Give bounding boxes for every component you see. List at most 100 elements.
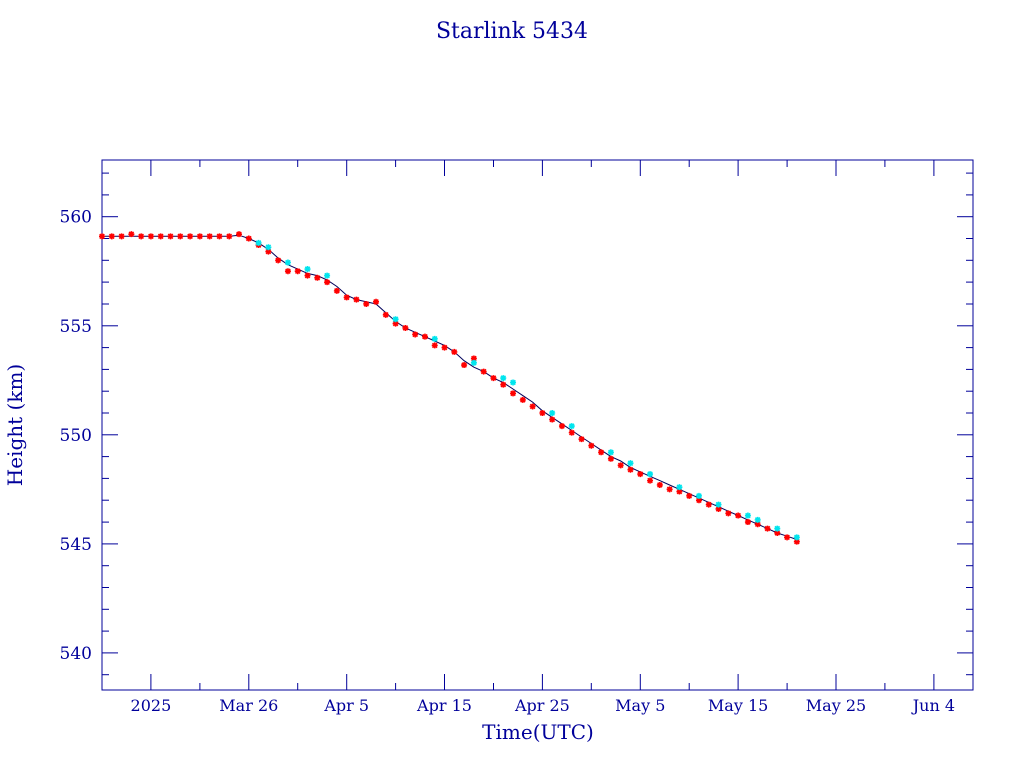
data-point-red (793, 538, 800, 545)
data-point-red (402, 324, 409, 331)
data-point-red (637, 471, 644, 478)
y-tick-label: 560 (60, 208, 92, 228)
data-point-red (578, 436, 585, 443)
data-point-cyan (695, 492, 702, 499)
data-point-red (187, 233, 194, 240)
data-point-red (735, 512, 742, 519)
data-point-red (324, 279, 331, 286)
data-point-red (451, 348, 458, 355)
data-point-red (764, 525, 771, 532)
x-axis-label: Time(UTC) (482, 720, 594, 744)
data-point-red (461, 362, 468, 369)
data-point-cyan (510, 379, 517, 386)
data-point-red (314, 274, 321, 281)
data-point-cyan (627, 460, 634, 467)
x-tick-label: Apr 25 (514, 696, 570, 715)
data-point-red (245, 235, 252, 242)
data-point-cyan (793, 534, 800, 541)
data-point-red (480, 368, 487, 375)
data-point-cyan (470, 359, 477, 366)
x-axis-tick-labels: 2025 Mar 26 Apr 5 Apr 15 Apr 25 May 5 May 15 Ma… (131, 696, 956, 715)
data-point-cyan (284, 259, 291, 266)
data-point-cyan (549, 410, 556, 417)
data-point-red (666, 486, 673, 493)
data-point-red (627, 466, 634, 473)
data-point-red (353, 296, 360, 303)
data-point-red (441, 344, 448, 351)
data-point-red (421, 333, 428, 340)
data-point-red (138, 233, 145, 240)
y-axis-ticks (102, 172, 973, 676)
data-point-red (647, 477, 654, 484)
data-point-red (686, 492, 693, 499)
data-points (99, 231, 800, 545)
data-point-red (617, 462, 624, 469)
data-point-red (363, 300, 370, 307)
data-point-red (373, 298, 380, 305)
data-point-red (470, 355, 477, 362)
x-tick-label: Apr 5 (323, 696, 369, 715)
data-point-red (431, 342, 438, 349)
data-point-red (294, 268, 301, 275)
data-point-red (549, 416, 556, 423)
data-point-red (284, 268, 291, 275)
y-tick-label: 540 (60, 644, 92, 664)
data-point-red (333, 287, 340, 294)
data-point-red (343, 294, 350, 301)
data-point-red (510, 390, 517, 397)
y-tick-label: 555 (60, 317, 92, 337)
data-point-red (558, 423, 565, 430)
data-point-red (196, 233, 203, 240)
data-point-red (529, 403, 536, 410)
data-point-cyan (744, 512, 751, 519)
data-point-cyan (431, 335, 438, 342)
data-point-red (412, 331, 419, 338)
data-point-red (519, 396, 526, 403)
series-trend-line (102, 234, 797, 540)
data-point-red (490, 375, 497, 382)
data-point-red (656, 481, 663, 488)
data-point-cyan (676, 484, 683, 491)
chart-title: Starlink 5434 (436, 19, 588, 44)
data-point-red (725, 510, 732, 517)
y-tick-label: 545 (60, 535, 92, 555)
data-point-red (774, 529, 781, 536)
data-point-cyan (715, 501, 722, 508)
data-point-red (99, 233, 105, 240)
data-point-red (500, 381, 507, 388)
data-point-red (539, 410, 546, 417)
plot-frame (101, 159, 974, 691)
x-tick-label: Apr 15 (416, 696, 472, 715)
data-point-red (147, 233, 154, 240)
data-point-red (108, 233, 115, 240)
data-point-red (128, 231, 135, 238)
data-point-red (236, 231, 243, 238)
x-tick-label: May 25 (806, 696, 866, 715)
y-axis-label: Height (km) (3, 364, 27, 486)
data-point-cyan (265, 244, 272, 251)
data-point-cyan (500, 375, 507, 382)
data-point-red (715, 505, 722, 512)
data-point-red (744, 519, 751, 526)
data-point-red (392, 320, 399, 327)
data-point-cyan (568, 423, 575, 430)
data-point-red (598, 449, 605, 456)
data-point-red (118, 233, 125, 240)
data-point-red (167, 233, 174, 240)
data-point-red (382, 311, 389, 318)
x-tick-label: Mar 26 (219, 696, 278, 715)
data-point-cyan (607, 449, 614, 456)
data-point-red (206, 233, 213, 240)
data-point-cyan (255, 239, 262, 246)
data-point-red (784, 534, 791, 541)
data-point-red (226, 233, 233, 240)
data-point-cyan (324, 272, 331, 279)
data-point-red (754, 521, 761, 528)
data-point-cyan (647, 471, 654, 478)
data-point-red (676, 488, 683, 495)
data-point-cyan (774, 525, 781, 532)
x-tick-label: May 15 (708, 696, 768, 715)
data-point-red (568, 429, 575, 436)
data-point-red (304, 272, 311, 279)
